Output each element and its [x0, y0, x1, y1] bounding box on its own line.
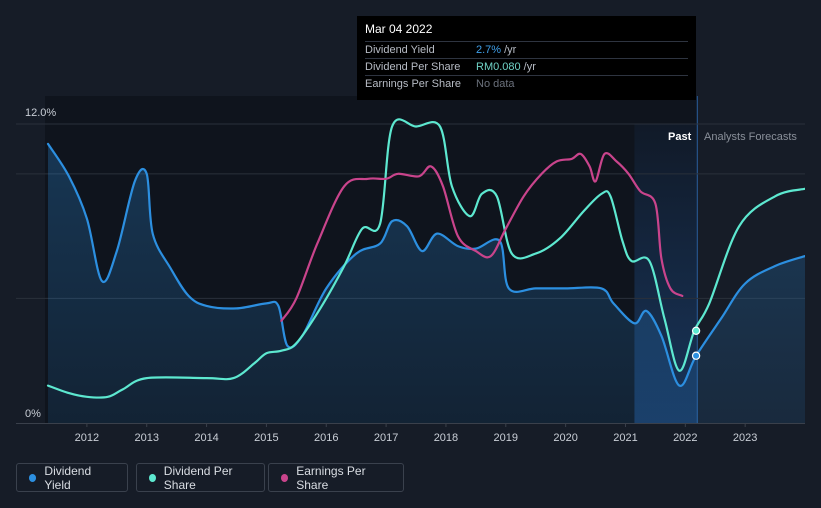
y-tick-label: 12.0% — [25, 107, 56, 119]
x-tick-label: 2019 — [494, 432, 518, 444]
x-tick-label: 2014 — [194, 432, 218, 444]
legend-dot-icon — [29, 473, 37, 482]
legend-earnings-per-share[interactable]: Earnings Per Share — [268, 463, 404, 492]
dividend-yield-marker — [691, 351, 701, 360]
tooltip: Mar 04 2022 Dividend Yield 2.7% /yr Divi… — [357, 16, 696, 100]
legend-dividend-per-share[interactable]: Dividend Per Share — [136, 463, 265, 492]
tooltip-row-dividend-yield: Dividend Yield 2.7% /yr — [365, 41, 688, 58]
x-tick-label: 2018 — [434, 432, 458, 444]
tooltip-row-dividend-per-share: Dividend Per Share RM0.080 /yr — [365, 58, 688, 75]
x-tick-label: 2022 — [673, 432, 697, 444]
tooltip-row-earnings-per-share: Earnings Per Share No data — [365, 75, 688, 92]
x-tick-label: 2012 — [75, 432, 99, 444]
legend-dot-icon — [149, 473, 156, 482]
dividend-per-share-marker — [691, 326, 701, 336]
forecast-label: Analysts Forecasts — [704, 131, 797, 143]
legend-label: Dividend Per Share — [163, 463, 233, 492]
legend-label: Dividend Yield — [44, 463, 92, 492]
x-tick-label: 2020 — [553, 432, 577, 444]
tooltip-label: Earnings Per Share — [365, 78, 461, 90]
y-tick-label: 0% — [25, 408, 41, 420]
legend-label: Earnings Per Share — [296, 463, 366, 492]
earnings-per-share-line — [280, 152, 684, 322]
past-label: Past — [668, 131, 692, 143]
x-tick-label: 2023 — [733, 432, 757, 444]
x-tick-label: 2015 — [254, 432, 278, 444]
dividend-per-share-line — [46, 118, 805, 399]
tooltip-value: 2.7% — [476, 44, 502, 56]
tooltip-value: No data — [476, 78, 515, 90]
tooltip-label: Dividend Yield — [365, 44, 435, 56]
tooltip-unit: /yr — [504, 44, 517, 56]
legend-dot-icon — [281, 473, 289, 482]
dividend-yield-line — [46, 142, 805, 387]
x-tick-label: 2016 — [314, 432, 338, 444]
tooltip-label: Dividend Per Share — [365, 61, 461, 73]
x-tick-label: 2021 — [613, 432, 637, 444]
x-tick-label: 2017 — [374, 432, 398, 444]
x-tick-label: 2013 — [134, 432, 158, 444]
tooltip-date: Mar 04 2022 — [365, 22, 433, 36]
tooltip-value: RM0.080 — [476, 61, 521, 73]
tooltip-unit: /yr — [523, 61, 536, 73]
legend-dividend-yield[interactable]: Dividend Yield — [16, 463, 128, 492]
dividend-yield-area — [48, 143, 805, 423]
